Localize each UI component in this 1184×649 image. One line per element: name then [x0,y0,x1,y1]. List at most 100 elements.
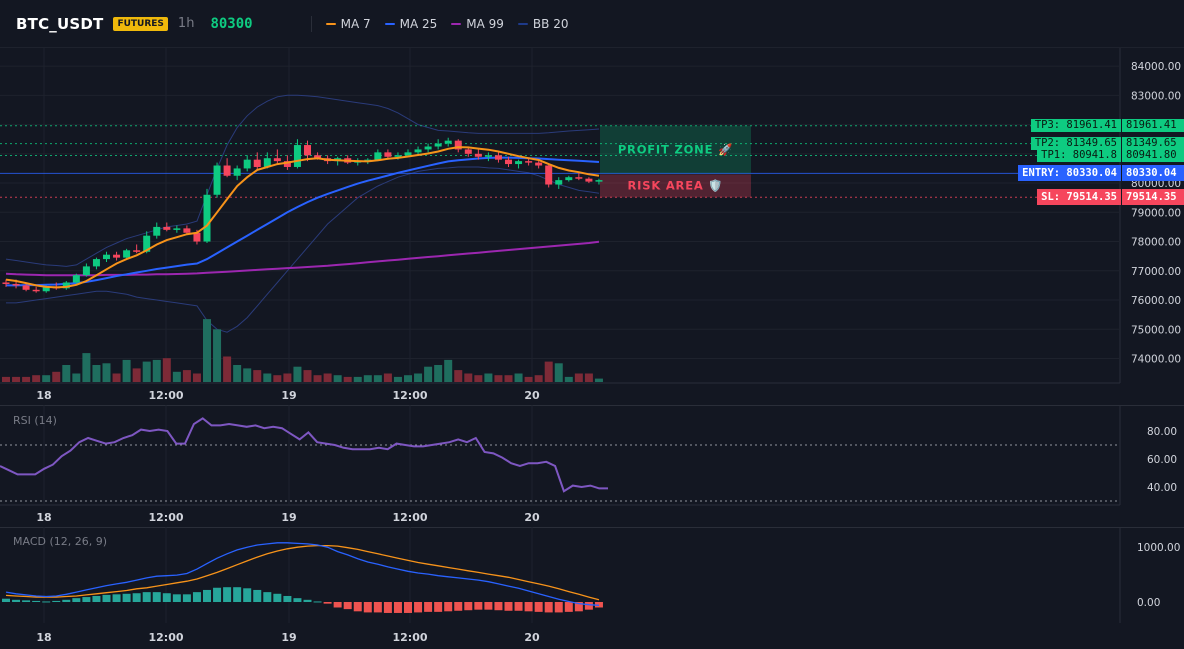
macd-histogram-bar [283,595,292,602]
symbol-name[interactable]: BTC_USDT [16,14,104,33]
volume-bar [584,373,593,382]
volume-bar [253,370,262,382]
volume-bar [554,363,563,382]
volume-bar [544,361,553,382]
macd-histogram-bar [92,595,101,602]
candle-body [454,140,462,150]
ma7-line [5,146,600,289]
macd-histogram-bar [213,587,222,602]
macd-histogram-bar [373,602,382,613]
legend-ma25[interactable]: MA 25 [384,16,438,31]
candle-body [233,168,241,176]
legend-bb20[interactable]: BB 20 [517,16,569,31]
legend-ma25-swatch [384,22,395,25]
legend-ma7-swatch [325,22,336,25]
candle-body [263,158,271,167]
risk-zone-label: RISK AREA 🛡️ [628,178,724,192]
volume-bar [72,373,81,382]
y-tick-label: 79000.00 [1131,207,1181,219]
rsi-line [0,417,608,493]
legend-ma25-label: MA 25 [399,16,438,31]
volume-bar [393,376,402,382]
volume-bar [132,368,141,382]
candle-body [243,159,251,169]
macd-histogram-bar [62,599,71,602]
macd-histogram-bar [504,602,513,611]
candle-body [474,153,482,157]
macd-histogram-bar [534,602,543,612]
volume-bar [82,353,91,382]
macd-histogram-bar [554,602,563,613]
macd-title: MACD (12, 26, 9) [13,535,108,548]
y-tick-label: 74000.00 [1131,354,1181,366]
candle-body [173,228,181,230]
candle-body [404,152,412,156]
rsi-y-tick: 40.00 [1147,482,1177,494]
volume-bar [313,375,322,382]
legend-ma99-swatch [451,22,462,25]
macd-y-tick: 0.00 [1137,597,1160,609]
legend-ma7[interactable]: MA 7 [325,17,371,31]
x-tick-label: 18 [36,631,51,644]
candle-body [505,159,512,165]
macd-histogram-bar [263,592,272,602]
macd-histogram-bar [192,592,201,602]
macd-histogram-bar [414,602,423,613]
macd-histogram-bar [564,602,573,612]
macd-signal-line [5,544,600,601]
chart-header: BTC_USDT FUTURES 1h 80300 MA 7 MA 25 MA … [0,0,1184,48]
candle-body [283,161,291,167]
macd-histogram-bar [363,602,372,613]
legend-bb20-label: BB 20 [532,16,569,31]
legend-ma99[interactable]: MA 99 [451,17,504,31]
ma99-line [5,240,600,277]
x-tick-label: 20 [524,389,540,400]
macd-histogram-bar [42,601,51,603]
profit-zone [600,125,751,174]
candle-body [183,228,191,233]
macd-histogram-bar [152,592,161,602]
candle-body [434,143,442,147]
last-price: 80300 [210,15,253,32]
macd-chart[interactable]: 1000.00 0.00 18 12:00 19 12:00 20 [0,527,1184,649]
level-tag: ENTRY: 80330.04 [1018,165,1121,182]
x-tick-label: 20 [524,631,540,644]
y-tick-label: 78000.00 [1131,237,1181,249]
timeframe-label[interactable]: 1h [177,16,195,31]
volume-bar [474,375,483,382]
macd-histogram-bar [494,602,503,611]
y-tick-label: 75000.00 [1131,324,1181,336]
macd-histogram-bar [383,602,392,613]
candle-body [464,149,472,154]
volume-bar [464,373,473,382]
macd-histogram-bar [223,587,232,602]
macd-histogram-bar [172,594,181,602]
volume-bar [484,373,493,382]
candle-body [193,232,201,242]
candle-body [424,146,432,150]
macd-histogram-bar [203,589,211,602]
macd-histogram-bar [404,602,412,613]
rsi-chart[interactable]: 80.00 60.00 40.00 18 12:00 19 12:00 20 [0,405,1184,525]
volume-bar [172,371,181,382]
level-axis-label: 81349.65 [1122,137,1184,151]
volume-bar [564,376,573,382]
macd-histogram-bar [313,601,322,603]
volume-bar [122,359,131,382]
volume-bar [594,378,603,382]
price-chart[interactable]: 85000.0084000.0083000.0082000.0081000.00… [0,48,1184,400]
volume-bar [263,373,272,382]
volume-bar [454,370,463,382]
x-tick-label: 12:00 [148,511,183,524]
candle-body [444,140,452,144]
candle-body [374,152,382,160]
header-divider [310,15,312,32]
volume-bar [223,356,232,382]
candle-body [32,289,40,292]
volume-bar [42,375,51,382]
candle-body [565,177,573,181]
y-tick-label: 83000.00 [1131,90,1181,102]
macd-histogram-bar [353,602,362,612]
candle-body [585,178,593,182]
candle-body [92,259,100,267]
